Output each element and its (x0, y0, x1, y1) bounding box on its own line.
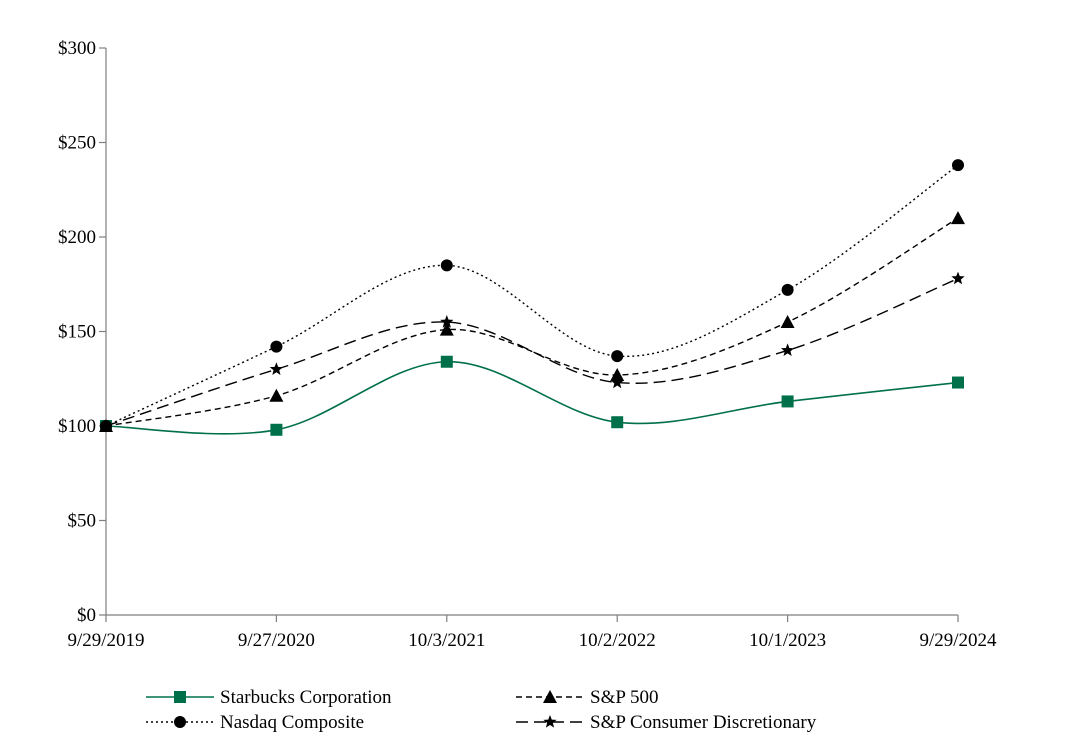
legend-marker (174, 716, 186, 728)
x-tick-label: 10/3/2021 (408, 630, 485, 651)
data-point-sandp-500 (951, 211, 965, 225)
data-point-sandp-500 (780, 315, 795, 329)
legend-item-nasdaq-composite: Nasdaq Composite (146, 712, 364, 733)
data-point-nasdaq-composite (952, 159, 964, 172)
y-tick-label: $250 (58, 133, 96, 154)
axes: $0 $50 $100 $150 $200 $250 $300 9/29/2019 9/27/2… (58, 38, 997, 651)
series-markers (99, 159, 965, 436)
data-point-nasdaq-composite (440, 259, 453, 272)
y-tick-label: $150 (58, 322, 96, 343)
y-tick-label: $0 (77, 605, 96, 626)
legend-marker (174, 691, 186, 703)
data-point-nasdaq-composite (270, 340, 283, 353)
x-tick-label: 10/2/2022 (579, 630, 656, 651)
x-tick-label: 9/29/2019 (67, 630, 144, 651)
series-line-starbucks-corporation (105, 360, 959, 435)
data-point-nasdaq-composite (611, 350, 624, 363)
legend-marker (543, 690, 557, 703)
data-point-starbucks-corporation (440, 355, 453, 368)
data-point-sandp-consumer-discretionary (269, 362, 284, 375)
data-point-sandp-consumer-discretionary (440, 315, 454, 328)
y-tick-label: $300 (58, 38, 96, 59)
legend-item-starbucks-corporation: Starbucks Corporation (146, 687, 392, 708)
series-lines (105, 164, 959, 435)
data-point-sandp-500 (439, 322, 454, 336)
legend-item-sandp-consumer-discretionary: S&P Consumer Discretionary (516, 712, 817, 733)
x-tick-label: 9/27/2020 (238, 630, 315, 651)
data-point-starbucks-corporation (270, 423, 283, 436)
data-point-starbucks-corporation (611, 416, 624, 429)
series-line-sandp-consumer-discretionary (105, 277, 959, 427)
data-point-sandp-500 (610, 367, 625, 381)
legend-label: S&P Consumer Discretionary (590, 712, 817, 733)
data-point-sandp-consumer-discretionary (610, 375, 624, 389)
data-point-sandp-500 (269, 388, 284, 402)
series-line-nasdaq-composite (105, 164, 959, 427)
data-point-sandp-consumer-discretionary (99, 419, 113, 432)
legend-item-sandp-500: S&P 500 (516, 687, 658, 708)
y-tick-label: $100 (58, 416, 96, 437)
data-point-starbucks-corporation (781, 395, 794, 408)
legend-label: S&P 500 (590, 687, 658, 708)
legend: Starbucks Corporation S&P 500 Nasdaq Compo… (146, 687, 817, 733)
x-tick-label: 10/1/2023 (749, 630, 826, 651)
legend-label: Starbucks Corporation (220, 687, 392, 708)
data-point-sandp-consumer-discretionary (951, 271, 965, 285)
y-tick-label: $200 (58, 227, 96, 248)
y-tick-label: $50 (68, 511, 97, 532)
data-point-nasdaq-composite (781, 283, 794, 296)
x-tick-label: 9/29/2024 (919, 630, 997, 651)
data-point-sandp-consumer-discretionary (780, 343, 795, 357)
data-point-starbucks-corporation (952, 376, 964, 389)
legend-label: Nasdaq Composite (220, 712, 364, 733)
series-line-sandp-500 (105, 217, 959, 427)
legend-marker (543, 715, 557, 728)
